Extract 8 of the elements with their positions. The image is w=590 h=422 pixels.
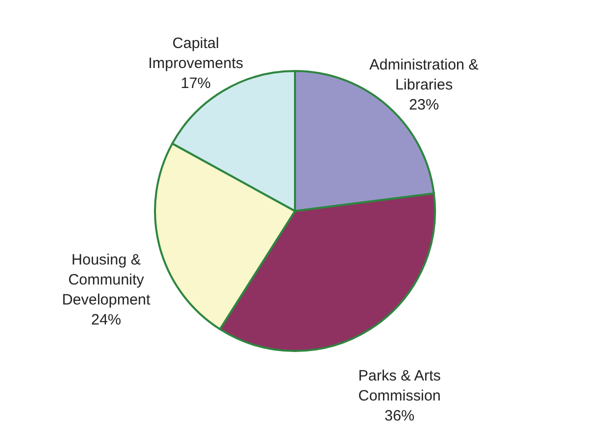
data-label: 23% [408, 96, 439, 114]
data-label: 17% [180, 75, 211, 92]
data-label: 36% [384, 408, 414, 422]
slice-label: Parks & Arts Commission [358, 368, 441, 405]
data-label: 24% [91, 311, 122, 328]
slice-label: Administration & Libraries [369, 56, 479, 94]
slice-label: Housing & Community Development [62, 251, 152, 308]
slice-label: Capital Improvements [148, 35, 244, 72]
